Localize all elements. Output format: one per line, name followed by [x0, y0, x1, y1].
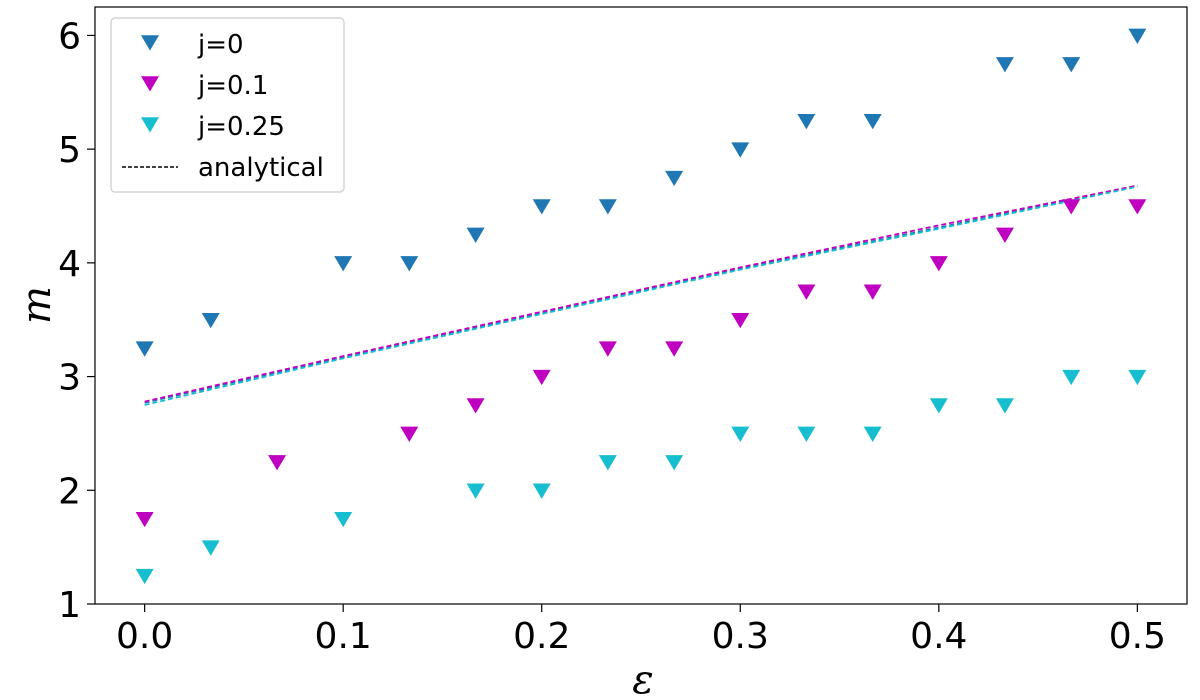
data-point-series-0 [598, 199, 617, 215]
data-point-series-0 [1062, 57, 1081, 73]
data-point-series-1 [268, 455, 287, 471]
data-point-series-0 [334, 256, 353, 272]
data-point-series-1 [863, 284, 882, 300]
data-point-series-2 [201, 540, 220, 556]
analytical-line-2 [144, 185, 1138, 406]
x-axis-label: ε [632, 657, 653, 700]
data-point-series-1 [929, 256, 948, 272]
y-tick-label: 1 [58, 585, 81, 626]
plot-area [135, 28, 1147, 585]
legend-box [110, 17, 345, 193]
data-point-series-0 [863, 113, 882, 130]
x-tick-label: 0.2 [513, 616, 570, 657]
legend-marker-0 [141, 35, 159, 51]
data-point-series-1 [797, 284, 816, 300]
data-point-series-1 [598, 341, 617, 357]
data-point-series-2 [466, 483, 485, 499]
y-tick-label: 5 [58, 130, 81, 171]
data-point-series-2 [929, 398, 948, 414]
legend-label-2: j=0.25 [197, 112, 285, 142]
data-point-series-1 [400, 426, 419, 442]
data-point-series-0 [400, 256, 419, 272]
data-point-series-0 [995, 57, 1014, 73]
y-tick-label: 2 [58, 471, 81, 512]
legend-label-0: j=0 [197, 30, 244, 60]
data-point-series-1 [731, 312, 750, 329]
data-point-series-1 [532, 369, 551, 386]
data-point-series-0 [532, 199, 551, 215]
data-point-series-2 [995, 398, 1014, 414]
y-tick-label: 4 [58, 244, 81, 285]
data-point-series-2 [135, 568, 154, 585]
x-tick-label: 0.4 [910, 616, 967, 657]
y-tick-label: 6 [58, 16, 81, 57]
legend-label-analytical: analytical [198, 153, 324, 183]
data-point-series-0 [665, 170, 684, 187]
data-point-series-2 [1128, 369, 1147, 386]
y-axis-label: m [14, 286, 60, 324]
data-point-series-2 [731, 426, 750, 442]
data-point-series-2 [598, 455, 617, 471]
x-tick-label: 0.3 [712, 616, 769, 657]
legend: j=0 j=0.1 j=0.25 analytical [110, 17, 345, 193]
data-point-series-1 [995, 227, 1014, 243]
x-tick-label: 0.5 [1109, 616, 1166, 657]
plot-frame [94, 6, 1188, 605]
data-point-series-0 [201, 312, 220, 329]
x-tick-label: 0.1 [315, 616, 372, 657]
analytical-line-1 [144, 184, 1138, 403]
x-tick-label: 0.0 [116, 616, 173, 657]
data-point-series-0 [466, 227, 485, 243]
data-point-series-1 [1062, 199, 1081, 215]
data-point-series-2 [334, 511, 353, 528]
data-point-series-2 [532, 483, 551, 499]
data-point-series-0 [731, 142, 750, 158]
data-point-series-2 [665, 455, 684, 471]
legend-marker-1 [141, 76, 159, 92]
data-point-series-0 [797, 113, 816, 130]
data-point-series-0 [135, 341, 154, 357]
data-point-series-2 [863, 426, 882, 442]
data-point-series-1 [665, 341, 684, 357]
data-point-series-1 [1128, 199, 1147, 215]
analytical-line-0 [144, 184, 1138, 404]
axes: 0.0 0.1 0.2 0.3 0.4 0.5 1 2 3 4 5 6 [58, 6, 1188, 657]
data-point-series-2 [1062, 369, 1081, 386]
legend-label-1: j=0.1 [197, 71, 268, 101]
legend-marker-2 [141, 117, 159, 133]
data-point-series-1 [135, 511, 154, 528]
data-point-series-0 [1128, 28, 1147, 44]
data-point-series-1 [466, 398, 485, 414]
y-tick-label: 3 [58, 358, 81, 399]
data-point-series-2 [797, 426, 816, 442]
